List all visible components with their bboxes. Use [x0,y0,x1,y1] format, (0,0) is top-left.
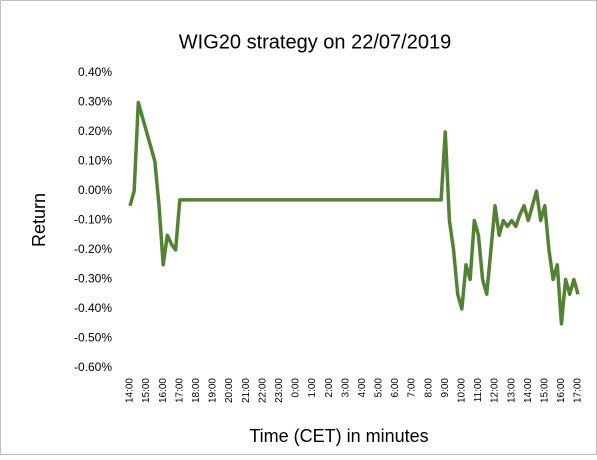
x-tick-label: 15:00 [141,378,152,403]
x-tick-label: 3:00 [340,378,351,398]
x-tick-label: 19:00 [208,378,219,403]
y-tick-label: 0.30% [78,95,112,109]
chart-title: WIG20 strategy on 22/07/2019 [179,31,451,53]
x-tick-label: 1:00 [307,378,318,398]
x-tick-label: 9:00 [440,378,451,398]
x-tick-label: 14:00 [523,378,534,403]
x-tick-label: 11:00 [473,378,484,403]
x-tick-label: 2:00 [324,378,335,398]
x-tick-label: 5:00 [374,378,385,398]
x-tick-label: 12:00 [490,378,501,403]
x-tick-label: 16:00 [556,378,567,403]
x-tick-label: 8:00 [423,378,434,398]
x-tick-label: 10:00 [456,378,467,403]
y-tick-label: 0.00% [78,183,112,197]
y-tick-label: -0.50% [74,331,112,345]
y-tick-label: -0.30% [74,272,112,286]
y-tick-label: -0.20% [74,242,112,256]
y-tick-label: 0.20% [78,124,112,138]
x-tick-label: 22:00 [257,378,268,403]
x-tick-label: 20:00 [224,378,235,403]
x-tick-label: 17:00 [573,378,584,403]
x-tick-label: 0:00 [291,378,302,398]
y-tick-label: -0.10% [74,213,112,227]
data-line [128,100,580,326]
x-tick-label: 16:00 [158,378,169,403]
x-tick-label: 6:00 [390,378,401,398]
x-tick-label: 13:00 [506,378,517,403]
x-tick-label: 15:00 [539,378,550,403]
x-tick-label: 18:00 [191,378,202,403]
x-tick-label: 21:00 [241,378,252,403]
x-tick-label: 4:00 [357,378,368,398]
y-tick-label: -0.40% [74,301,112,315]
y-axis-label: Return [29,193,49,247]
x-tick-label: 17:00 [174,378,185,403]
y-tick-label: 0.10% [78,154,112,168]
y-tick-label: -0.60% [74,360,112,374]
x-tick-label: 14:00 [125,378,136,403]
y-tick-label: 0.40% [78,65,112,79]
x-tick-label: 23:00 [274,378,285,403]
x-tick-label: 7:00 [407,378,418,398]
x-axis-label: Time (CET) in minutes [249,426,428,446]
